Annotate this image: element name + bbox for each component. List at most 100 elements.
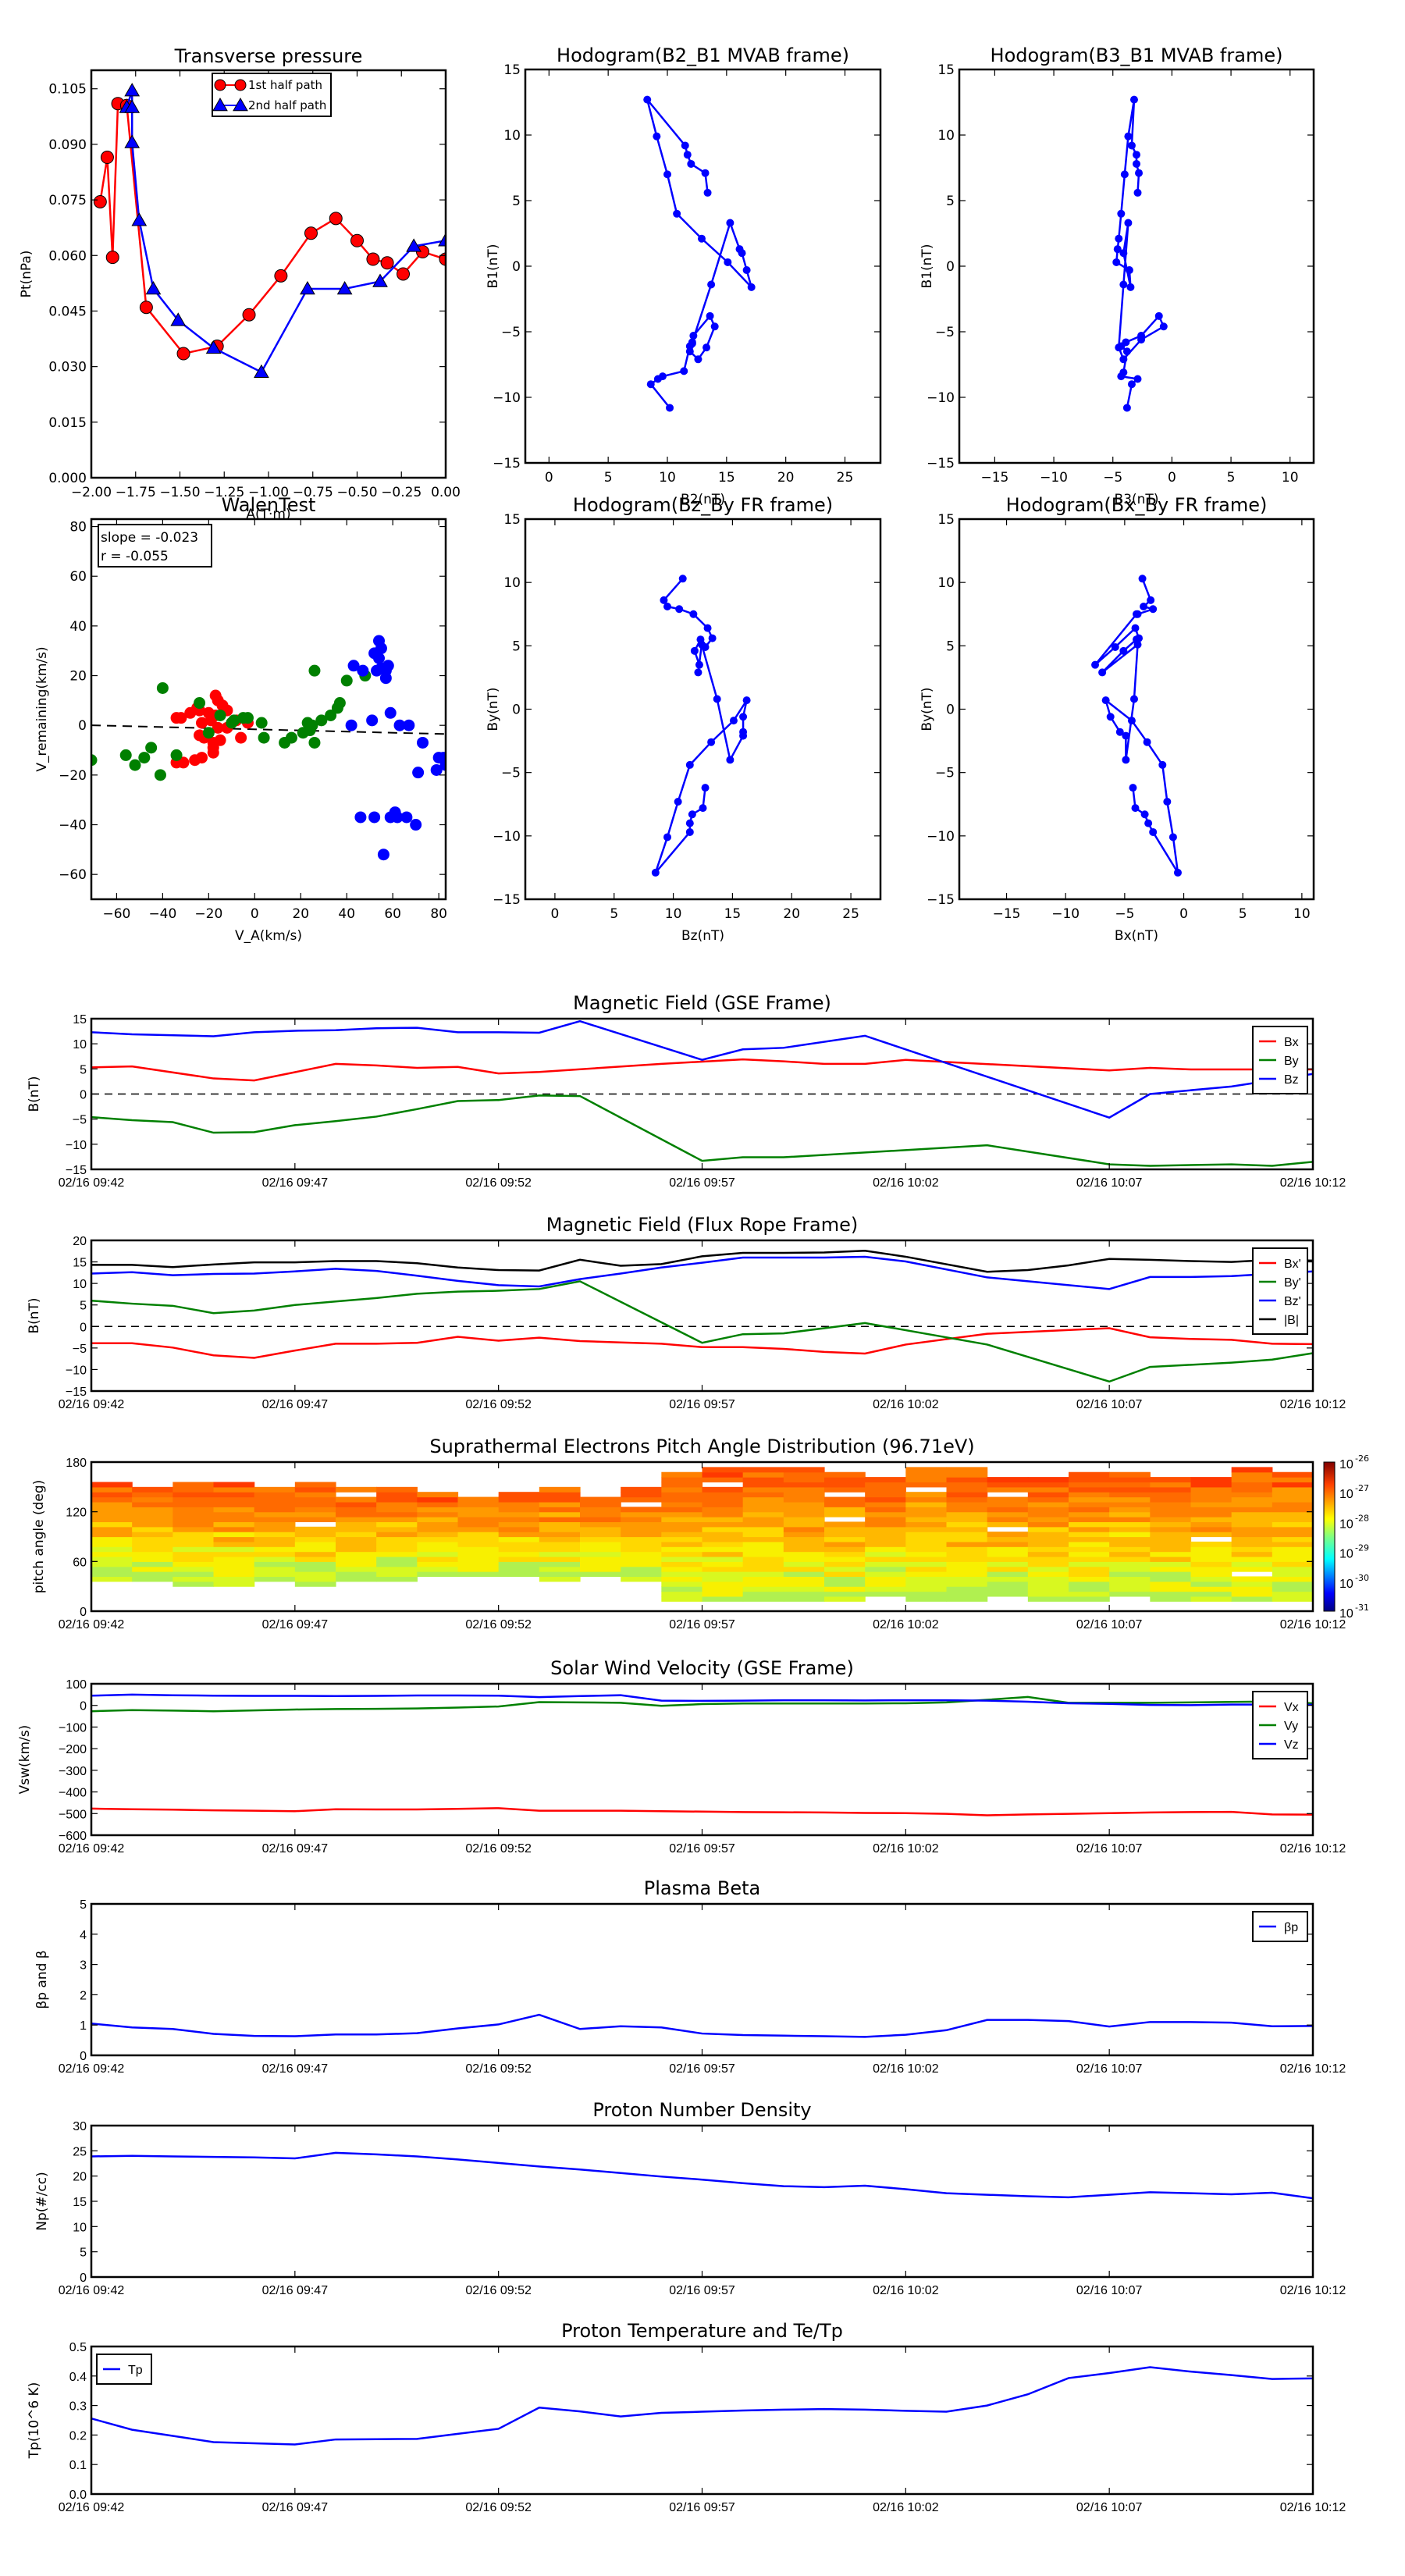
heatmap-cell xyxy=(539,1496,581,1503)
data-point xyxy=(129,759,141,771)
heatmap-cell xyxy=(1027,1532,1069,1538)
data-point xyxy=(430,763,443,776)
heatmap-cell xyxy=(417,1561,459,1567)
series-By-line xyxy=(91,1094,1313,1167)
y-tick-label: 0 xyxy=(512,259,521,275)
chart-mf-fr: 02/16 09:42 02/16 09:47 02/16 09:52 02/16 0… xyxy=(27,1214,1346,1411)
heatmap-cell xyxy=(987,1546,1029,1553)
heatmap-cell xyxy=(1069,1492,1110,1498)
heatmap-cell xyxy=(946,1517,988,1522)
heatmap-cell xyxy=(294,1486,336,1493)
heatmap-cell xyxy=(702,1477,744,1483)
heatmap-cell xyxy=(254,1507,296,1513)
data-point xyxy=(1120,170,1129,179)
chart-title: Hodogram(B2_B1 MVAB frame) xyxy=(557,44,849,66)
x-tick-label: −60 xyxy=(102,906,130,922)
heatmap-cell xyxy=(254,1536,296,1542)
heatmap-cell xyxy=(91,1536,133,1542)
heatmap-cell xyxy=(661,1546,703,1553)
heatmap-cell xyxy=(1231,1566,1273,1572)
chart-mf-gse: 02/16 09:42 02/16 09:47 02/16 09:52 02/16 0… xyxy=(27,992,1346,1190)
heatmap-cell xyxy=(1069,1517,1110,1522)
data-point xyxy=(1122,756,1130,764)
heatmap-cell xyxy=(621,1517,662,1522)
heatmap-cell xyxy=(91,1546,133,1553)
data-point xyxy=(703,188,712,197)
heatmap-cell xyxy=(376,1517,418,1522)
heatmap-cell xyxy=(539,1556,581,1562)
data-point xyxy=(653,132,661,141)
y-tick-label: −500 xyxy=(59,1808,87,1821)
heatmap-cell xyxy=(1109,1492,1151,1498)
heatmap-cell xyxy=(539,1551,581,1557)
heatmap-cell xyxy=(376,1536,418,1542)
y-tick-label: −100 xyxy=(59,1721,87,1735)
x-tick-label: 0 xyxy=(251,906,259,922)
heatmap-cell xyxy=(783,1507,825,1513)
y-tick-label: 0.2 xyxy=(69,2429,87,2443)
heatmap-cell xyxy=(742,1591,784,1597)
heatmap-cell xyxy=(173,1492,215,1498)
heatmap-cell xyxy=(376,1576,418,1582)
heatmap-cell xyxy=(946,1496,988,1503)
heatmap-cell xyxy=(865,1517,906,1522)
heatmap-cell xyxy=(1109,1471,1151,1478)
y-tick-label: 15 xyxy=(73,1257,87,1270)
heatmap-cell xyxy=(417,1492,459,1498)
heatmap-cell xyxy=(294,1536,336,1542)
heatmap-cell xyxy=(1109,1526,1151,1532)
heatmap-cell xyxy=(987,1496,1029,1503)
heatmap-cell xyxy=(702,1507,744,1513)
heatmap-cell xyxy=(783,1546,825,1553)
series-line xyxy=(126,90,446,374)
y-tick-label: −200 xyxy=(59,1743,87,1756)
heatmap-cell xyxy=(376,1507,418,1513)
heatmap-cell xyxy=(91,1576,133,1582)
data-point xyxy=(1117,209,1126,218)
data-point xyxy=(1149,827,1158,836)
heatmap-cell xyxy=(1027,1511,1069,1517)
heatmap-cell xyxy=(824,1501,866,1507)
heatmap-cell xyxy=(294,1581,336,1587)
data-point xyxy=(689,332,698,340)
data-point xyxy=(105,251,119,265)
chart-transverse-pressure: −2.00 −1.75 −1.50 −1.25 −1.00 −0.75 −0.50 −0.25… xyxy=(19,45,461,522)
y-tick-label: 2 xyxy=(80,1989,87,2002)
data-point xyxy=(1129,95,1138,104)
data-point xyxy=(1163,798,1172,806)
heatmap-cell xyxy=(91,1526,133,1532)
legend-label: Bx' xyxy=(1284,1258,1301,1271)
x-tick-label: 02/16 10:02 xyxy=(873,1618,939,1631)
y-tick-label: 0.030 xyxy=(48,360,87,375)
heatmap-cell xyxy=(987,1566,1029,1572)
heatmap-cell xyxy=(173,1526,215,1532)
heatmap-cell xyxy=(1069,1511,1110,1517)
heatmap-cell xyxy=(1069,1596,1110,1602)
heatmap-cell xyxy=(824,1551,866,1557)
heatmap-cell xyxy=(702,1596,744,1602)
chart-title: Transverse pressure xyxy=(174,45,363,67)
heatmap-cell xyxy=(661,1591,703,1597)
heatmap-cell xyxy=(417,1507,459,1513)
y-tick-label: 5 xyxy=(80,1063,87,1076)
heatmap-cell xyxy=(1190,1581,1232,1587)
heatmap-cell xyxy=(498,1551,540,1557)
x-tick-label: 02/16 09:57 xyxy=(669,1176,735,1190)
heatmap-cell xyxy=(417,1566,459,1572)
heatmap-cell xyxy=(1272,1482,1314,1488)
heatmap-cell xyxy=(1109,1507,1151,1513)
heatmap-cell xyxy=(661,1561,703,1567)
x-tick-label: 5 xyxy=(610,906,618,922)
heatmap-cell xyxy=(1150,1596,1192,1602)
data-point xyxy=(439,759,446,771)
heatmap-cell xyxy=(865,1576,906,1582)
heatmap-cell xyxy=(336,1507,377,1513)
heatmap-cell xyxy=(1190,1561,1232,1567)
heatmap-cell xyxy=(1190,1521,1232,1528)
data-point xyxy=(685,827,694,836)
heatmap-cell xyxy=(1069,1541,1110,1547)
heatmap-cell xyxy=(457,1541,500,1547)
heatmap-cell xyxy=(1150,1551,1192,1557)
heatmap-cell xyxy=(91,1511,133,1517)
heatmap-cell xyxy=(905,1596,948,1602)
